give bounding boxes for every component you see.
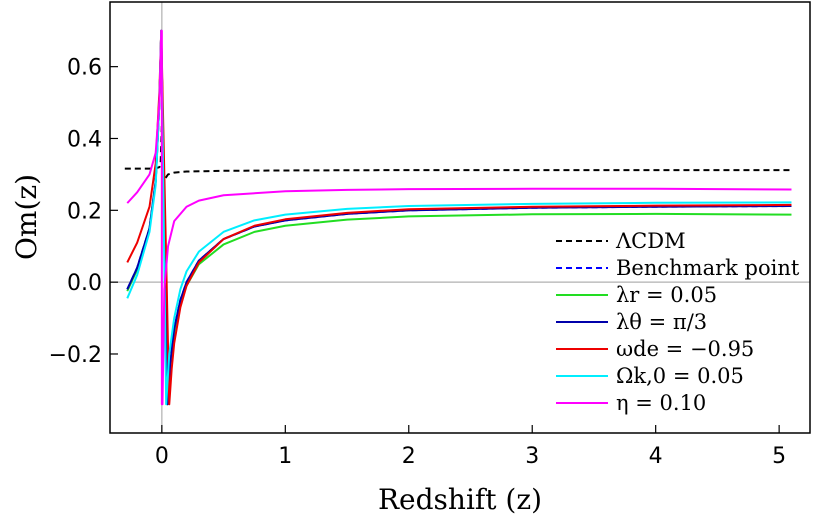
plot-frame <box>109 1 811 434</box>
legend-label: Ωk,0 = 0.05 <box>616 364 744 388</box>
legend-label: ωde = −0.95 <box>616 337 754 361</box>
series-layer <box>124 29 792 406</box>
legend: ΛCDM Benchmark point λr = 0.05 λθ = π/3 ωde … <box>556 229 800 415</box>
legend-label: Benchmark point <box>616 256 800 280</box>
legend-label: λθ = π/3 <box>616 310 707 334</box>
x-axis-title: Redshift (z) <box>378 483 542 516</box>
legend-label: η = 0.10 <box>616 391 706 415</box>
x-tick-label: 2 <box>402 444 416 469</box>
x-tick-label: 1 <box>278 444 292 469</box>
series-line-6 <box>126 29 792 406</box>
y-tick-label: 0.0 <box>67 271 102 296</box>
y-tick-label: −0.2 <box>49 343 102 368</box>
x-tick-label: 3 <box>525 444 539 469</box>
x-tick-label: 0 <box>155 444 169 469</box>
legend-label: ΛCDM <box>615 229 686 253</box>
x-axis-ticks: 0 1 2 3 4 5 <box>155 425 786 469</box>
y-axis-title: Om(z) <box>10 174 43 260</box>
x-tick-label: 5 <box>772 444 786 469</box>
y-tick-label: 0.4 <box>67 127 102 152</box>
legend-label: λr = 0.05 <box>616 283 717 307</box>
x-tick-label: 4 <box>649 444 663 469</box>
y-axis-ticks: −0.2 0.0 0.2 0.4 0.6 <box>49 56 118 368</box>
y-tick-label: 0.2 <box>67 199 102 224</box>
y-tick-label: 0.6 <box>67 56 102 81</box>
series-line-5 <box>126 29 792 406</box>
plot-area <box>110 2 810 433</box>
